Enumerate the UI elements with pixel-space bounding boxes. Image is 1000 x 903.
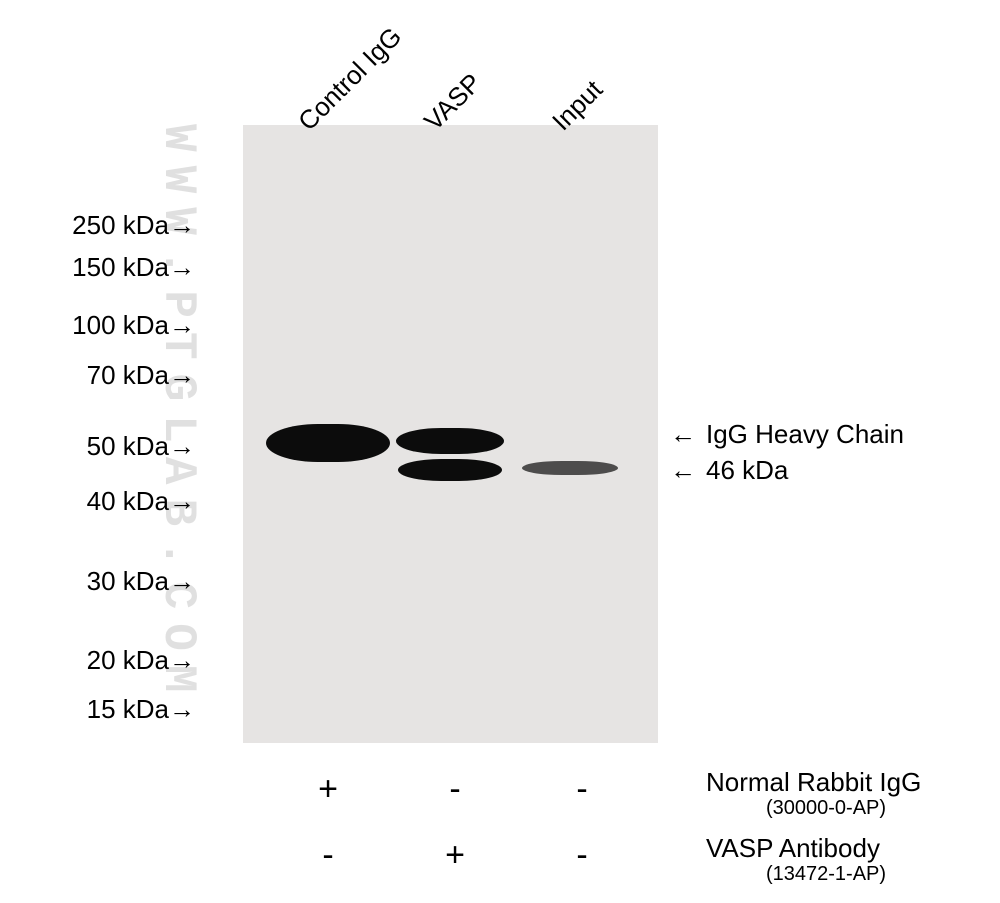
mark-r2-l2: + (440, 836, 470, 875)
arrow-46kda: ← (670, 455, 696, 486)
label-igg-heavy: IgG Heavy Chain (706, 419, 904, 450)
mw-40: 40 kDa→ (25, 486, 195, 517)
mw-30: 30 kDa→ (25, 566, 195, 597)
lane-label-control-igg: Control IgG (292, 21, 408, 137)
mw-70: 70 kDa→ (25, 360, 195, 391)
reagent-normal-rabbit-igg: Normal Rabbit IgG (706, 767, 921, 798)
mark-r1-l1: + (313, 770, 343, 809)
mw-150: 150 kDa→ (25, 252, 195, 283)
band-vasp-46kda (398, 459, 502, 481)
mark-r2-l3: - (567, 836, 597, 875)
mw-100: 100 kDa→ (25, 310, 195, 341)
mw-20: 20 kDa→ (25, 645, 195, 676)
mark-r1-l2: - (440, 770, 470, 809)
band-control-heavy-chain (266, 424, 390, 462)
reagent-normal-rabbit-igg-cat: (30000-0-AP) (766, 797, 886, 820)
band-input-46kda (522, 461, 618, 475)
label-46kda: 46 kDa (706, 455, 788, 486)
reagent-vasp-antibody: VASP Antibody (706, 833, 880, 864)
mw-50: 50 kDa→ (25, 431, 195, 462)
band-vasp-heavy-chain (396, 428, 504, 454)
mw-15: 15 kDa→ (25, 694, 195, 725)
mw-250: 250 kDa→ (25, 210, 195, 241)
reagent-vasp-antibody-cat: (13472-1-AP) (766, 863, 886, 886)
figure-root: WWW.PTGLAB.COM Control IgG VASP Input 25… (0, 0, 1000, 903)
arrow-igg-heavy: ← (670, 419, 696, 450)
mark-r1-l3: - (567, 770, 597, 809)
mark-r2-l1: - (313, 836, 343, 875)
